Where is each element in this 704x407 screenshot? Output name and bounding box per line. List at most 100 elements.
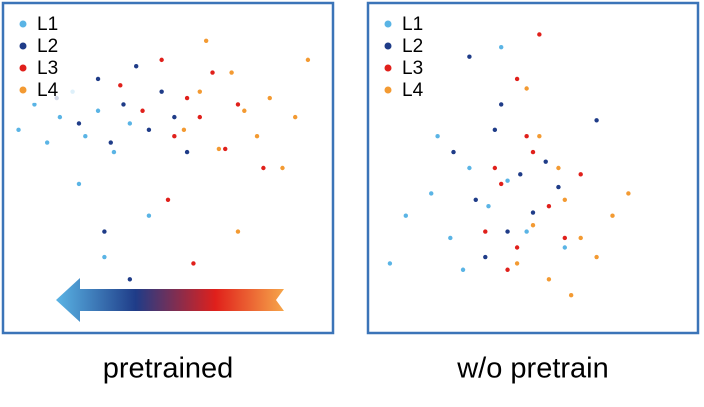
point — [473, 197, 478, 202]
point — [203, 38, 209, 43]
point — [57, 114, 63, 120]
legend-label: L2 — [37, 36, 58, 57]
legend-label: L1 — [37, 14, 58, 35]
panel-frame — [1, 1, 335, 335]
point — [216, 146, 222, 152]
point — [467, 54, 472, 59]
point — [184, 149, 190, 155]
point — [556, 184, 561, 190]
point — [235, 102, 241, 107]
point — [562, 245, 567, 250]
point — [556, 165, 561, 171]
point — [499, 44, 504, 50]
point — [305, 57, 311, 63]
point — [505, 229, 510, 234]
point — [537, 134, 542, 139]
point — [514, 76, 520, 82]
point — [568, 293, 574, 298]
point — [172, 114, 177, 120]
legend-marker — [19, 42, 27, 50]
point — [537, 32, 542, 37]
point — [524, 229, 529, 234]
point — [562, 197, 567, 202]
point — [530, 223, 536, 228]
point — [140, 108, 145, 113]
point — [197, 114, 202, 120]
point — [197, 89, 202, 94]
point — [546, 203, 552, 209]
point — [134, 64, 139, 69]
point — [146, 213, 152, 218]
point — [483, 254, 488, 260]
point — [626, 191, 631, 196]
panel-frame — [366, 1, 700, 335]
legend-box — [11, 11, 77, 103]
point — [451, 149, 456, 155]
point — [165, 197, 171, 202]
point — [518, 172, 523, 177]
point — [524, 134, 529, 139]
point — [32, 102, 37, 107]
point — [505, 267, 510, 272]
point — [184, 95, 190, 101]
point — [172, 134, 177, 139]
point — [530, 210, 536, 215]
point — [181, 127, 187, 133]
legend-marker — [384, 42, 392, 50]
panel-title: w/o pretrain — [456, 353, 609, 385]
legend-marker — [19, 20, 27, 28]
point — [76, 181, 82, 187]
point — [499, 102, 504, 107]
point — [44, 140, 50, 145]
point — [121, 102, 126, 107]
point — [514, 261, 520, 266]
point — [492, 165, 498, 171]
point — [159, 89, 164, 94]
point — [578, 172, 583, 177]
legend-marker — [19, 86, 27, 94]
point — [486, 203, 491, 209]
point — [505, 178, 510, 183]
point — [261, 165, 266, 171]
point — [543, 159, 548, 164]
point — [387, 261, 393, 266]
legend-label: L4 — [37, 80, 59, 101]
point — [210, 70, 215, 75]
legend-label: L3 — [37, 58, 58, 79]
point — [460, 267, 466, 272]
point — [435, 134, 440, 139]
legend-box — [376, 11, 442, 103]
point — [111, 149, 117, 155]
point — [223, 146, 228, 152]
point — [448, 235, 453, 241]
point — [524, 86, 529, 91]
legend-marker — [384, 64, 392, 72]
point — [235, 229, 241, 234]
point — [76, 121, 82, 126]
point — [578, 235, 583, 241]
point — [102, 229, 107, 234]
legend-label: L1 — [402, 14, 423, 35]
legend-marker — [19, 64, 27, 72]
point — [127, 121, 133, 126]
point — [102, 254, 107, 260]
legend-label: L2 — [402, 36, 423, 57]
legend-marker — [384, 20, 392, 28]
point — [610, 213, 615, 218]
point — [280, 165, 285, 171]
point — [514, 245, 520, 250]
point — [191, 261, 196, 266]
legend-label: L4 — [402, 80, 424, 101]
point — [95, 108, 101, 113]
point — [546, 277, 552, 282]
point — [242, 108, 247, 113]
point — [16, 127, 21, 133]
point — [108, 140, 113, 145]
point — [83, 134, 88, 139]
point — [594, 254, 599, 260]
gradient-arrow — [56, 278, 284, 322]
panel-title: pretrained — [103, 353, 234, 385]
point — [483, 229, 488, 234]
